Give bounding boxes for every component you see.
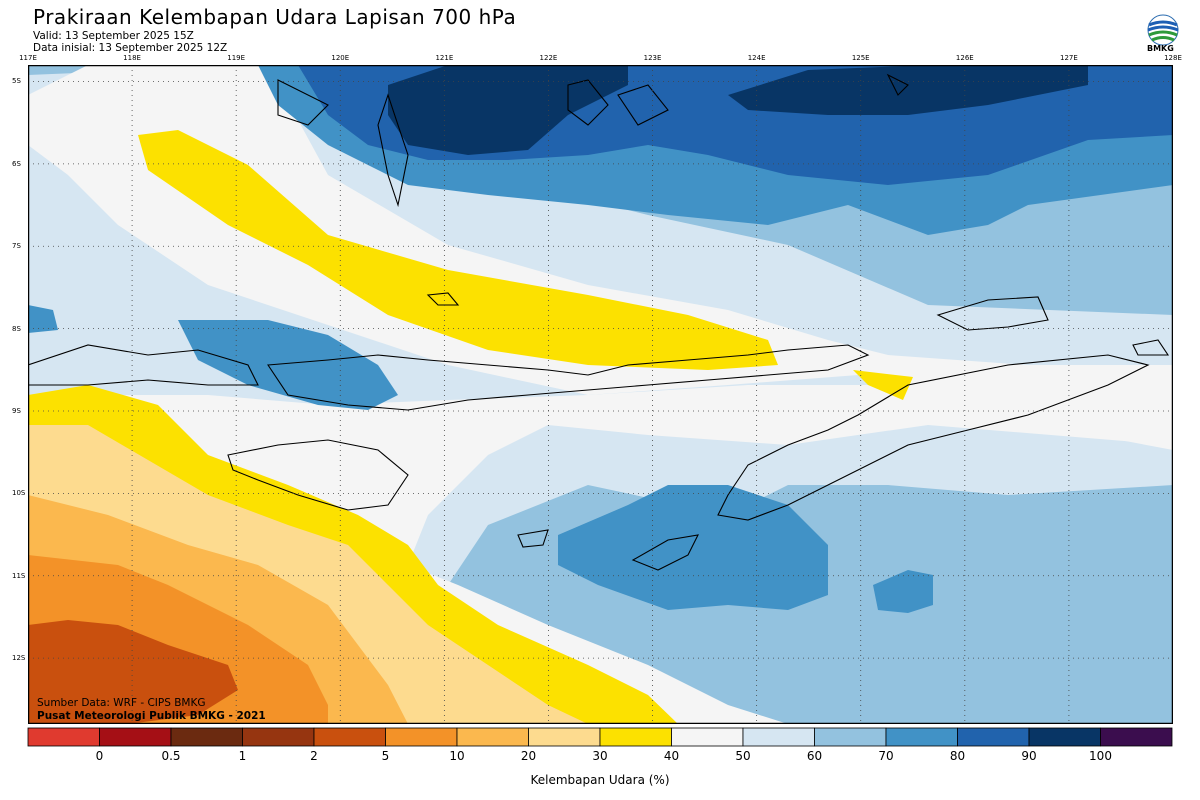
data-source: Sumber Data: WRF - CIPS BMKG — [37, 697, 206, 709]
graticule — [28, 65, 1173, 724]
colorbar-label: 2 — [310, 749, 318, 763]
colorbar-label: 30 — [592, 749, 608, 763]
humidity-field-70-80-south — [558, 485, 828, 610]
humidity-field-70-80-se — [873, 570, 933, 613]
colorbar-swatch — [957, 727, 1030, 747]
bmkg-logo-text: BMKG — [1147, 44, 1174, 53]
initial-data-time: Data inisial: 13 September 2025 12Z — [33, 42, 228, 54]
valid-time: Valid: 13 September 2025 15Z — [33, 30, 194, 42]
lat-label: 9S — [12, 406, 21, 415]
colorbar — [27, 727, 1173, 747]
lat-label: 11S — [12, 571, 26, 580]
lat-label: 5S — [12, 77, 21, 86]
credit-text: Pusat Meteorologi Publik BMKG - 2021 — [37, 710, 266, 722]
lon-label: 128E — [1164, 54, 1182, 62]
humidity-field-40-50 — [28, 65, 1173, 450]
colorbar-swatch — [27, 727, 100, 747]
colorbar-swatch — [671, 727, 744, 747]
colorbar-label: 0.5 — [161, 749, 181, 763]
colorbar-label: 80 — [949, 749, 966, 763]
lat-label: 12S — [12, 654, 26, 663]
colorbar-swatch — [742, 727, 815, 747]
lon-label: 126E — [955, 54, 974, 62]
colorbar-label: 60 — [806, 749, 823, 763]
lon-label: 127E — [1060, 54, 1078, 62]
colorbar-swatch — [1100, 727, 1173, 747]
colorbar-label: 50 — [735, 749, 751, 763]
humidity-field-2-5 — [28, 620, 238, 724]
colorbar-label: 90 — [1021, 749, 1037, 763]
lat-label: 6S — [12, 159, 21, 168]
colorbar-swatch — [456, 727, 529, 747]
lon-label: 122E — [539, 54, 558, 62]
colorbar-label: 5 — [381, 749, 390, 763]
humidity-field-30-40-east — [853, 370, 913, 400]
colorbar-swatch — [170, 727, 243, 747]
colorbar-swatch — [1028, 727, 1101, 747]
colorbar-swatch — [99, 727, 172, 747]
colorbar-title: Kelembapan Udara (%) — [530, 773, 670, 787]
colorbar-swatch — [385, 727, 458, 747]
humidity-field-70-80-west — [178, 320, 398, 410]
lon-label: 124E — [747, 54, 766, 62]
colorbar-swatch — [885, 727, 958, 747]
humidity-field-70-80-edge — [28, 305, 58, 333]
lat-label: 8S — [12, 324, 21, 333]
colorbar-swatch — [814, 727, 887, 747]
colorbar-label: 1 — [238, 749, 247, 763]
humidity-field-90-100-east — [728, 65, 1088, 115]
colorbar-label: 0 — [95, 749, 104, 763]
coastlines — [28, 73, 1170, 571]
bmkg-globe-icon — [1147, 14, 1179, 46]
colorbar-swatch — [313, 727, 386, 747]
map-frame — [28, 65, 1173, 724]
humidity-field-30-40 — [138, 130, 778, 370]
lon-label: 120E — [331, 54, 350, 62]
map-title: Prakiraan Kelembapan Udara Lapisan 700 h… — [33, 5, 517, 29]
colorbar-label: 100 — [1089, 749, 1112, 763]
lon-label: 125E — [851, 54, 870, 62]
humidity-map — [28, 65, 1173, 724]
lat-label: 7S — [12, 242, 21, 251]
lon-label: 117E — [19, 54, 37, 62]
lon-label: 121E — [435, 54, 454, 62]
colorbar-label: 20 — [520, 749, 537, 763]
colorbar-swatch — [242, 727, 315, 747]
colorbar-label: 40 — [663, 749, 680, 763]
lon-label: 119E — [227, 54, 246, 62]
colorbar-swatch — [599, 727, 672, 747]
lat-label: 10S — [12, 489, 26, 498]
colorbar-label: 10 — [449, 749, 465, 763]
lon-label: 123E — [643, 54, 662, 62]
colorbar-swatch — [528, 727, 601, 747]
colorbar-label: 70 — [878, 749, 894, 763]
lon-label: 118E — [123, 54, 141, 62]
